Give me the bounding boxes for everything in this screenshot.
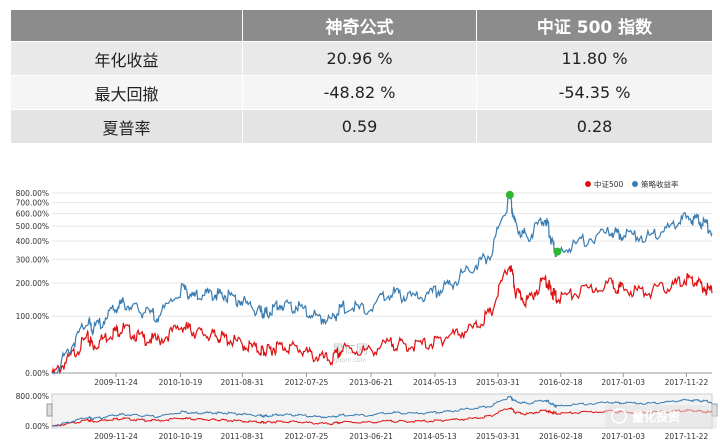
header-index: 中证 500 指数 bbox=[476, 9, 713, 42]
row-label: 夏普率 bbox=[10, 109, 243, 144]
header-strategy: 神奇公式 bbox=[242, 9, 477, 42]
x-tick-label: 2012-07-25 bbox=[285, 378, 329, 387]
legend-swatch-index[interactable] bbox=[585, 181, 591, 187]
index-value: 11.80 % bbox=[476, 41, 713, 76]
brand-backdrop bbox=[605, 405, 717, 429]
watermark-url: guorn.com bbox=[334, 357, 366, 364]
x-tick-label: 2017-11-22 bbox=[665, 378, 709, 387]
y-tick-label: 800.00% bbox=[16, 189, 49, 198]
x-tick-label: 2010-10-19 bbox=[159, 378, 203, 387]
navigator-x-axis: 2009-11-24 2010-10-19 2011-08-31 2012-07-25… bbox=[94, 432, 708, 441]
legend-swatch-strategy[interactable] bbox=[632, 181, 638, 187]
brand-text: 量化投资 bbox=[632, 409, 680, 424]
drawdown-marker bbox=[553, 247, 562, 256]
x-tick-label: 2016-02-18 bbox=[539, 378, 583, 387]
navigator-y-label: 0.00% bbox=[25, 422, 49, 431]
x-tick-label: 2013-06-21 bbox=[349, 378, 393, 387]
wechat-icon bbox=[611, 408, 627, 424]
return-chart: 800.00%700.00%600.00%500.00%400.00%300.0… bbox=[16, 179, 718, 441]
y-tick-label: 500.00% bbox=[16, 222, 49, 231]
strategy-value: -48.82 % bbox=[242, 75, 477, 110]
y-tick-label: 600.00% bbox=[16, 210, 49, 219]
series-line-index bbox=[51, 265, 713, 376]
y-tick-label: 0.00% bbox=[25, 369, 49, 378]
table-row: 夏普率 0.59 0.28 bbox=[10, 109, 713, 144]
x-tick-label: 2011-08-31 bbox=[220, 378, 264, 387]
index-value: -54.35 % bbox=[476, 75, 713, 110]
navigator-x-tick-label: 2013-06-21 bbox=[349, 432, 393, 441]
chart-legend: 中证500 策略收益率 bbox=[585, 179, 679, 189]
drawdown-marker bbox=[505, 190, 514, 199]
y-axis: 800.00%700.00% 600.00% 500.00% 400.00% 300.0… bbox=[16, 189, 49, 378]
navigator-x-tick-label: 2017-01-03 bbox=[601, 432, 645, 441]
header-blank bbox=[10, 9, 243, 42]
navigator-x-tick-label: 2009-11-24 bbox=[94, 432, 138, 441]
legend-label-strategy[interactable]: 策略收益率 bbox=[641, 179, 679, 189]
navigator-x-tick-label: 2010-10-19 bbox=[159, 432, 203, 441]
y-tick-label: 300.00% bbox=[16, 255, 49, 264]
drawdown-markers bbox=[505, 190, 562, 256]
navigator-line-index bbox=[51, 406, 713, 427]
navigator-x-tick-label: 2011-08-31 bbox=[220, 432, 264, 441]
strategy-value: 20.96 % bbox=[242, 41, 477, 76]
navigator-x-tick-label: 2017-11-22 bbox=[665, 432, 709, 441]
strategy-value: 0.59 bbox=[242, 109, 477, 144]
navigator-x-tick-label: 2016-02-18 bbox=[539, 432, 583, 441]
row-label: 年化收益 bbox=[10, 41, 243, 76]
y-tick-label: 200.00% bbox=[16, 279, 49, 288]
table-row: 年化收益 20.96 % 11.80 % bbox=[10, 41, 713, 76]
navigator-line-strategy bbox=[52, 395, 713, 427]
navigator-x-tick-label: 2014-05-13 bbox=[413, 432, 457, 441]
navigator-x-tick-label: 2015-03-31 bbox=[476, 432, 520, 441]
legend-label-index[interactable]: 中证500 bbox=[594, 179, 624, 189]
y-tick-label: 100.00% bbox=[16, 312, 49, 321]
y-tick-label: 400.00% bbox=[16, 237, 49, 246]
series-lines bbox=[51, 194, 713, 376]
series-line-strategy bbox=[52, 194, 713, 374]
row-label: 最大回撤 bbox=[10, 75, 243, 110]
table-row: 最大回撤 -48.82 % -54.35 % bbox=[10, 75, 713, 110]
x-tick-label: 2014-05-13 bbox=[413, 378, 457, 387]
navigator-handle-left[interactable] bbox=[46, 403, 53, 417]
y-tick-label: 700.00% bbox=[16, 199, 49, 208]
x-tick-label: 2009-11-24 bbox=[94, 378, 138, 387]
x-tick-label: 2017-01-03 bbox=[601, 378, 645, 387]
brand-watermark: 量化投资 bbox=[605, 405, 717, 429]
range-navigator[interactable]: 800.00% 0.00% bbox=[16, 392, 718, 431]
table-header-row: 神奇公式 中证 500 指数 bbox=[10, 9, 713, 42]
navigator-y-label: 800.00% bbox=[16, 392, 49, 401]
navigator-x-tick-label: 2012-07-25 bbox=[285, 432, 329, 441]
performance-table: 神奇公式 中证 500 指数 年化收益 20.96 % 11.80 % 最大回撤… bbox=[10, 9, 713, 144]
index-value: 0.28 bbox=[476, 109, 713, 144]
x-tick-label: 2015-03-31 bbox=[476, 378, 520, 387]
x-axis: 2009-11-24 2010-10-19 2011-08-31 2012-07-25… bbox=[52, 372, 712, 387]
